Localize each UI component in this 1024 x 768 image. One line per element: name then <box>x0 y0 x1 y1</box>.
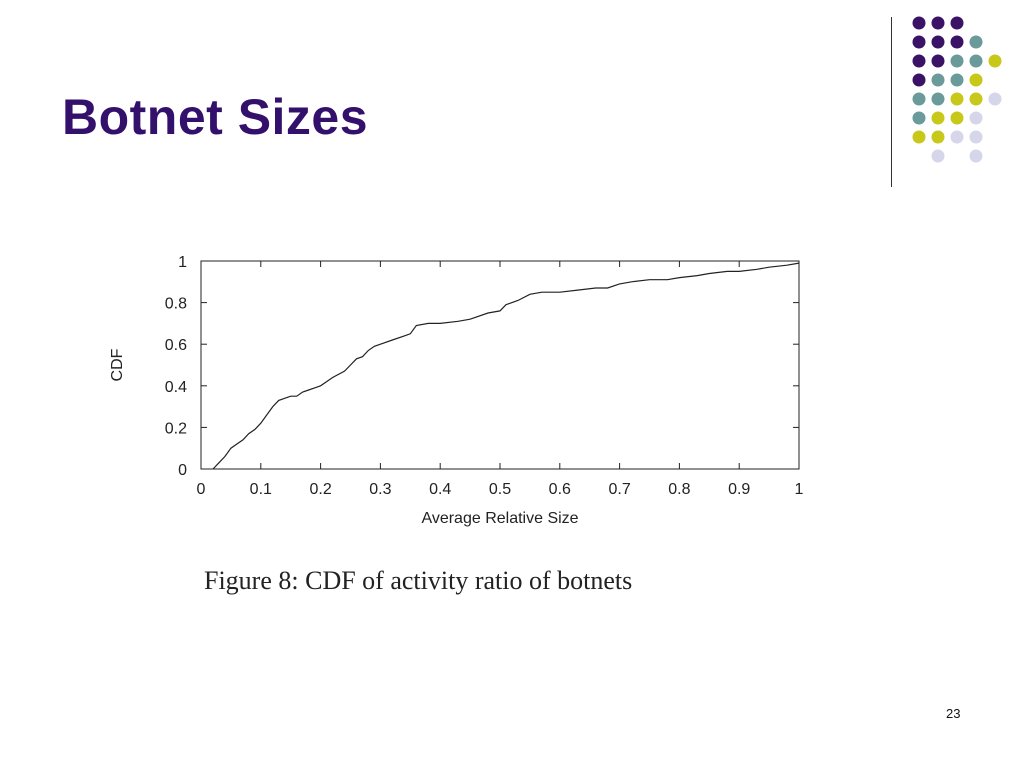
plot-frame <box>200 260 800 470</box>
decorative-dot <box>969 92 983 106</box>
decorative-dot <box>950 35 964 49</box>
decorative-dot <box>912 54 926 68</box>
decorative-dot <box>912 73 926 87</box>
decorative-dot <box>931 149 945 163</box>
x-axis-label: Average Relative Size <box>421 510 578 527</box>
x-tick-label: 0.6 <box>549 481 571 498</box>
decorative-dot <box>950 111 964 125</box>
y-tick-label: 0.4 <box>165 379 187 396</box>
decorative-dot <box>912 35 926 49</box>
decorative-dot <box>969 130 983 144</box>
decorative-dot <box>969 149 983 163</box>
y-tick-label: 0.2 <box>165 420 187 437</box>
decorative-dot <box>931 92 945 106</box>
y-tick-label: 0.8 <box>165 296 187 313</box>
y-tick-label: 0.6 <box>165 337 187 354</box>
x-tick-label: 0 <box>197 481 206 498</box>
x-tick-label: 0.7 <box>608 481 630 498</box>
decorative-dot-grid <box>912 16 1002 163</box>
x-tick-label: 0.9 <box>728 481 750 498</box>
decorative-dot <box>969 35 983 49</box>
x-tick-label: 0.2 <box>309 481 331 498</box>
decorative-dot <box>912 130 926 144</box>
x-tick-label: 0.3 <box>369 481 391 498</box>
decorative-dot <box>931 16 945 30</box>
decorative-dot <box>931 35 945 49</box>
decorative-dot <box>988 92 1002 106</box>
decorative-dot <box>950 92 964 106</box>
decorative-dot <box>912 111 926 125</box>
cdf-chart: 0 0.1 0.2 0.3 0.4 0.5 0.6 0.7 0.8 0.9 1 0 0.2 0.4 0.6… <box>109 254 804 527</box>
x-tick-label: 0.4 <box>429 481 451 498</box>
decorative-dot <box>912 16 926 30</box>
decorative-dot <box>931 111 945 125</box>
x-tick-label: 1 <box>795 481 804 498</box>
x-tick-label: 0.1 <box>250 481 272 498</box>
decorative-dot <box>950 73 964 87</box>
x-tick-label: 0.5 <box>489 481 511 498</box>
cdf-series-line <box>212 262 800 470</box>
decorative-dot <box>912 92 926 106</box>
y-tick-label: 0 <box>178 462 187 479</box>
decorative-dot <box>969 111 983 125</box>
x-axis-ticks: 0 0.1 0.2 0.3 0.4 0.5 0.6 0.7 0.8 0.9 1 <box>197 261 804 498</box>
decorative-dot <box>950 54 964 68</box>
y-axis-label: CDF <box>109 348 126 381</box>
figure-caption: Figure 8: CDF of activity ratio of botne… <box>204 566 633 595</box>
title-divider <box>891 17 892 187</box>
decorative-dot <box>931 73 945 87</box>
page-number: 23 <box>946 706 961 721</box>
decorative-dot <box>950 16 964 30</box>
x-tick-label: 0.8 <box>668 481 690 498</box>
decorative-dot <box>988 54 1002 68</box>
decorative-dot <box>969 54 983 68</box>
y-axis-ticks: 0 0.2 0.4 0.6 0.8 1 <box>165 254 799 479</box>
decorative-dot <box>931 54 945 68</box>
decorative-dot <box>931 130 945 144</box>
decorative-dot <box>969 73 983 87</box>
decorative-dot <box>950 130 964 144</box>
slide-title: Botnet Sizes <box>62 89 369 145</box>
y-tick-label: 1 <box>178 254 187 271</box>
